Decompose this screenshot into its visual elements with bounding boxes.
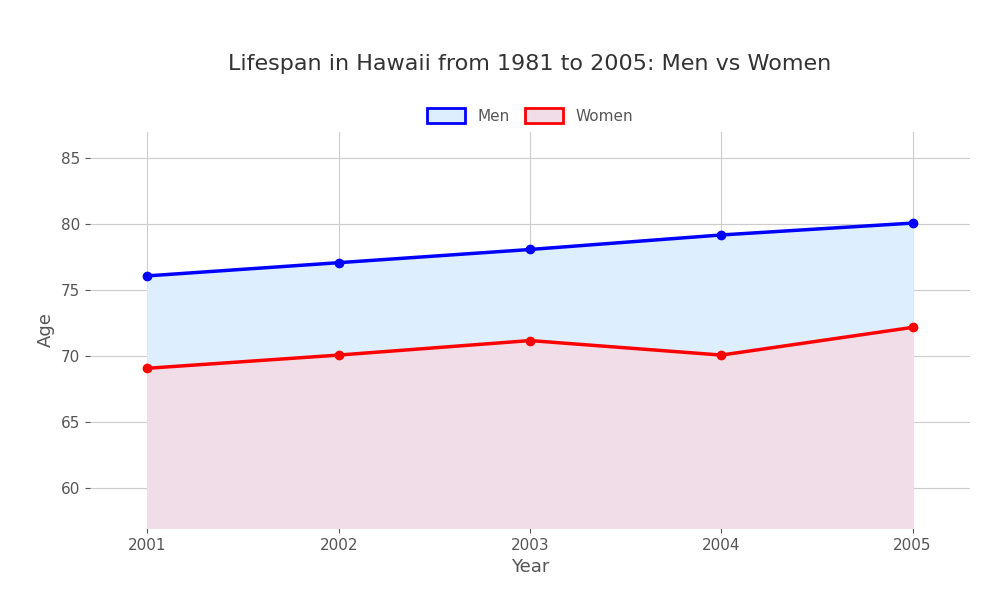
Title: Lifespan in Hawaii from 1981 to 2005: Men vs Women: Lifespan in Hawaii from 1981 to 2005: Me… bbox=[228, 53, 832, 73]
Y-axis label: Age: Age bbox=[37, 313, 55, 347]
X-axis label: Year: Year bbox=[511, 558, 549, 576]
Legend: Men, Women: Men, Women bbox=[419, 100, 641, 131]
